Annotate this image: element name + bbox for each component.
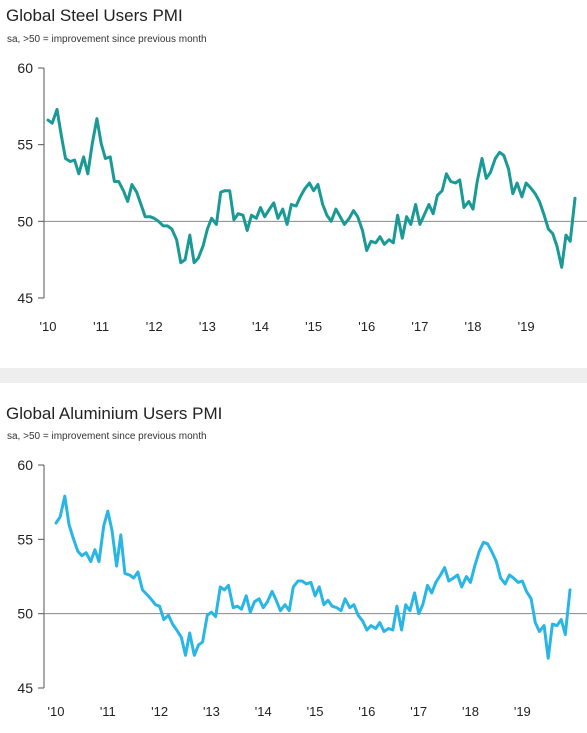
y-tick-label: 55 xyxy=(17,137,33,153)
aluminium-chart-svg: 45 50 55 60 '10 '11 '12 '13 '14 '15 '16 '17 '18 '19 xyxy=(17,457,587,719)
y-tick-label: 45 xyxy=(17,680,33,696)
y-tick-label: 60 xyxy=(17,457,33,473)
series-line xyxy=(54,494,572,660)
x-tick-label: '12 xyxy=(151,704,168,719)
x-tick-label: '11 xyxy=(93,319,109,334)
x-tick-label: '19 xyxy=(518,319,535,334)
y-tick-label: 55 xyxy=(17,531,33,547)
chart-title: Global Aluminium Users PMI xyxy=(6,404,223,423)
steel-chart-svg: 45 50 55 60 '10 '11 '12 '13 '14 '15 '16 '17 '18 '19 xyxy=(17,60,587,334)
x-tick-label: '15 xyxy=(307,704,324,719)
x-tick-label: '18 xyxy=(465,319,482,334)
chart-subtitle: sa, >50 = improvement since previous mon… xyxy=(7,34,207,45)
x-tick-label: '17 xyxy=(411,319,428,334)
x-tick-label: '11 xyxy=(100,704,116,719)
x-tick-label: '19 xyxy=(514,704,531,719)
x-tick-label: '12 xyxy=(146,319,163,334)
y-tick-label: 50 xyxy=(17,606,33,622)
x-tick-label: '10 xyxy=(48,704,65,719)
x-tick-label: '16 xyxy=(358,319,375,334)
x-tick-label: '18 xyxy=(462,704,479,719)
y-tick-label: 50 xyxy=(17,213,33,229)
chart-subtitle: sa, >50 = improvement since previous mon… xyxy=(7,431,207,442)
series-line xyxy=(46,107,577,269)
aluminium-chart-panel: Global Aluminium Users PMI sa, >50 = imp… xyxy=(0,383,587,733)
x-tick-label: '10 xyxy=(40,319,57,334)
x-tick-label: '14 xyxy=(255,704,272,719)
steel-chart-panel: Global Steel Users PMI sa, >50 = improve… xyxy=(6,6,587,334)
panel-divider xyxy=(0,368,587,383)
x-tick-label: '16 xyxy=(358,704,375,719)
x-tick-label: '13 xyxy=(199,319,216,334)
x-tick-label: '13 xyxy=(203,704,220,719)
x-tick-label: '17 xyxy=(410,704,427,719)
x-tick-label: '14 xyxy=(252,319,269,334)
y-tick-label: 60 xyxy=(17,60,33,76)
x-tick-label: '15 xyxy=(305,319,322,334)
chart-title: Global Steel Users PMI xyxy=(6,6,183,25)
y-tick-label: 45 xyxy=(17,290,33,306)
